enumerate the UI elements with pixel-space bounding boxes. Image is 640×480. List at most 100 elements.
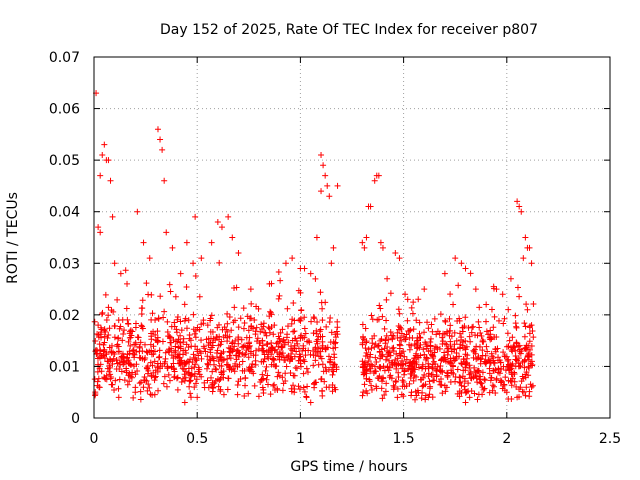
- data-point: [166, 347, 173, 354]
- data-point: [300, 370, 307, 377]
- data-point: [359, 392, 366, 399]
- data-point: [105, 331, 112, 338]
- data-point: [394, 355, 401, 362]
- data-point: [394, 394, 401, 401]
- data-point: [119, 316, 126, 323]
- data-point: [453, 350, 460, 357]
- data-point: [232, 337, 239, 344]
- data-point: [526, 393, 533, 400]
- data-point: [379, 378, 386, 385]
- data-point: [139, 348, 146, 355]
- data-point: [433, 372, 440, 379]
- data-point: [392, 379, 399, 386]
- data-point: [152, 317, 159, 324]
- data-point: [523, 384, 530, 391]
- data-point: [360, 389, 367, 396]
- data-point: [328, 329, 335, 336]
- data-point: [414, 345, 421, 352]
- data-point: [170, 365, 177, 372]
- data-point: [363, 349, 370, 356]
- data-point: [126, 378, 133, 385]
- data-point: [369, 316, 376, 323]
- data-point: [510, 343, 517, 350]
- data-point: [371, 332, 378, 339]
- data-point: [275, 295, 282, 302]
- data-point: [393, 350, 400, 357]
- data-point: [105, 304, 112, 311]
- data-point: [297, 357, 304, 364]
- data-point: [171, 374, 178, 381]
- data-point: [216, 376, 223, 383]
- data-point: [314, 340, 321, 347]
- data-point: [92, 392, 99, 399]
- data-point: [214, 347, 221, 354]
- data-point: [218, 369, 225, 376]
- data-point: [362, 325, 369, 332]
- data-point: [377, 239, 384, 246]
- data-point: [426, 385, 433, 392]
- data-point: [94, 347, 101, 354]
- data-point: [513, 356, 520, 363]
- data-point: [125, 360, 132, 367]
- data-point: [94, 368, 101, 375]
- data-point: [258, 321, 265, 328]
- data-point: [481, 376, 488, 383]
- data-point: [419, 361, 426, 368]
- data-point: [173, 329, 180, 336]
- data-point: [376, 302, 383, 309]
- data-point: [207, 315, 214, 322]
- data-point: [239, 344, 246, 351]
- data-point: [361, 244, 368, 251]
- data-point: [489, 382, 496, 389]
- data-point: [424, 319, 431, 326]
- data-point: [175, 351, 182, 358]
- data-point: [469, 324, 476, 331]
- data-point: [157, 365, 164, 372]
- data-point: [159, 338, 166, 345]
- axis-ticks: [93, 56, 611, 419]
- data-point: [491, 334, 498, 341]
- data-point: [413, 358, 420, 365]
- data-point: [191, 364, 198, 371]
- data-point: [96, 384, 103, 391]
- data-point: [429, 352, 436, 359]
- data-point: [98, 311, 105, 318]
- data-point: [381, 325, 388, 332]
- data-point: [104, 365, 111, 372]
- data-point: [522, 234, 529, 241]
- data-point: [253, 303, 260, 310]
- data-point: [177, 339, 184, 346]
- data-point: [248, 300, 255, 307]
- data-point: [258, 377, 265, 384]
- data-point: [513, 339, 520, 346]
- data-point: [375, 342, 382, 349]
- data-point: [508, 347, 515, 354]
- data-point: [311, 315, 318, 322]
- data-point: [507, 275, 514, 282]
- data-point: [226, 313, 233, 320]
- data-point: [506, 337, 513, 344]
- data-point: [492, 389, 499, 396]
- data-point: [371, 344, 378, 351]
- data-point: [258, 345, 265, 352]
- data-point: [417, 341, 424, 348]
- data-point: [273, 340, 280, 347]
- data-point: [459, 338, 466, 345]
- data-point: [177, 270, 184, 277]
- data-point: [431, 377, 438, 384]
- data-point: [440, 330, 447, 337]
- data-point: [263, 341, 270, 348]
- data-point: [312, 379, 319, 386]
- data-point: [225, 375, 232, 382]
- data-point: [319, 392, 326, 399]
- data-point: [154, 334, 161, 341]
- data-point: [420, 382, 427, 389]
- data-point: [207, 328, 214, 335]
- data-point: [330, 345, 337, 352]
- data-point: [509, 334, 516, 341]
- data-point: [448, 369, 455, 376]
- data-point: [436, 345, 443, 352]
- data-point: [118, 368, 125, 375]
- data-point: [410, 326, 417, 333]
- data-point: [272, 346, 279, 353]
